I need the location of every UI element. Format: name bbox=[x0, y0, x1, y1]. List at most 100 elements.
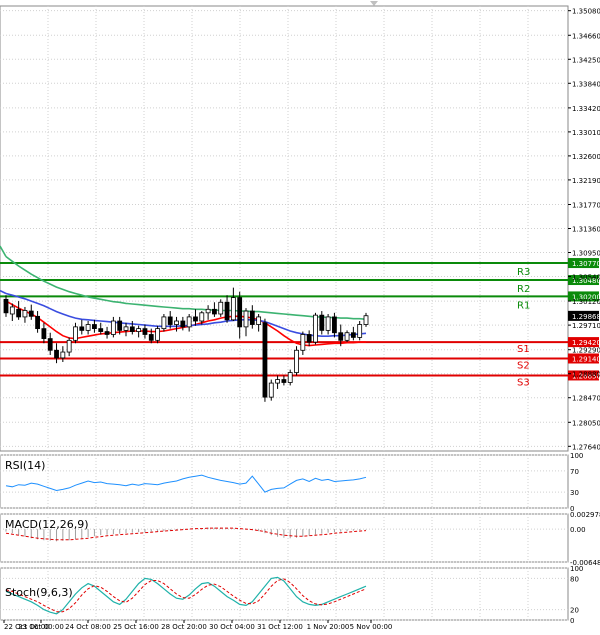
indicator-tick-label: 100 bbox=[570, 565, 583, 573]
level-price-tag-bg bbox=[568, 258, 599, 269]
candle-body bbox=[205, 308, 211, 314]
candle-body bbox=[123, 326, 129, 331]
price-tick-label: 1.28470 bbox=[572, 395, 600, 403]
candle-body bbox=[79, 326, 85, 331]
candle-body bbox=[363, 315, 369, 325]
level-label-r2: R2 bbox=[517, 284, 530, 295]
candle-body bbox=[110, 320, 116, 335]
candle-body bbox=[350, 332, 356, 338]
candle-body bbox=[193, 316, 198, 322]
candle-body bbox=[332, 316, 337, 334]
candle-body bbox=[294, 349, 299, 373]
candle-body bbox=[148, 334, 154, 341]
time-tick-label: 25 Oct 16:00 bbox=[113, 623, 159, 631]
candle-body bbox=[98, 328, 104, 332]
candle-body bbox=[306, 334, 312, 343]
level-label-s1: S1 bbox=[517, 344, 530, 355]
price-tick-label: 1.28050 bbox=[572, 419, 600, 427]
level-price-tag-bg bbox=[568, 291, 599, 302]
candle-body bbox=[167, 316, 173, 325]
candles bbox=[3, 287, 369, 402]
candle-body bbox=[136, 328, 142, 332]
candle-body bbox=[129, 326, 135, 332]
time-tick-label: 5 Nov 00:00 bbox=[350, 623, 393, 631]
level-label-r3: R3 bbox=[517, 267, 530, 278]
indicator-tick-label: 0 bbox=[570, 505, 574, 513]
indicator-frame bbox=[0, 454, 569, 509]
macd-signal-line bbox=[5, 527, 367, 541]
level-price-tag-bg bbox=[568, 275, 599, 286]
current-price-tag: 1.29868 bbox=[572, 313, 600, 321]
level-price-tag-bg bbox=[568, 370, 599, 381]
candle-body bbox=[357, 324, 363, 338]
indicator-tick-label: 20 bbox=[570, 607, 579, 615]
level-price-tag: 1.29420 bbox=[572, 339, 600, 347]
price-tick-label: 1.32190 bbox=[572, 177, 600, 185]
level-price-tag: 1.30770 bbox=[572, 260, 600, 268]
indicator-tick-label: 70 bbox=[570, 468, 579, 476]
time-tick-label: 30 Oct 04:00 bbox=[209, 623, 255, 631]
candle-body bbox=[218, 301, 224, 315]
candle-body bbox=[256, 316, 262, 325]
indicator-panes: 100 70 30 0 RSI(14) 0.002978 0.00 -0.006481 MACD… bbox=[0, 452, 600, 625]
price-axis: 1.35080 1.34660 1.34250 1.33840 1.33420 1.330… bbox=[568, 8, 600, 451]
current-price-tag-bg bbox=[568, 310, 599, 321]
candle-body bbox=[338, 332, 344, 341]
candle-body bbox=[155, 328, 160, 341]
candle-body bbox=[85, 324, 91, 331]
candle-body bbox=[344, 332, 350, 341]
candle-body bbox=[161, 316, 167, 330]
price-tick-label: 1.32600 bbox=[572, 153, 600, 161]
candle-body bbox=[60, 351, 66, 359]
indicator-tick-label: 0 bbox=[570, 617, 574, 625]
moving-average-tail bbox=[0, 245, 7, 258]
price-tick-label: 1.33010 bbox=[572, 129, 600, 137]
candle-body bbox=[186, 316, 192, 328]
indicator-tick-label: 30 bbox=[570, 489, 579, 497]
moving-average-line bbox=[5, 292, 367, 338]
level-label-s2: S2 bbox=[517, 360, 530, 371]
indicator-tick-label: 0.00 bbox=[570, 526, 586, 534]
level-price-tag-bg bbox=[568, 353, 599, 364]
candle-body bbox=[199, 312, 205, 322]
indicator-frame bbox=[0, 513, 569, 563]
time-tick-label: 24 Oct 08:00 bbox=[65, 623, 111, 631]
price-tick-label: 1.34250 bbox=[572, 56, 600, 64]
indicator-tick-label: 100 bbox=[570, 452, 583, 460]
indicator-tick-label: -0.006481 bbox=[570, 559, 600, 567]
candle-body bbox=[47, 338, 53, 351]
candle-body bbox=[237, 297, 243, 328]
level-price-tag: 1.28850 bbox=[572, 372, 600, 380]
indicator-frame bbox=[0, 567, 569, 621]
indicator-tick-label: 80 bbox=[570, 575, 579, 583]
candle-body bbox=[224, 301, 230, 321]
candle-body bbox=[54, 349, 59, 359]
moving-averages bbox=[0, 245, 367, 347]
candle-body bbox=[142, 328, 148, 335]
price-pane: R3 1.30770 R2 1.30480 R1 1.30200 S1 1.29420 S2 1.… bbox=[0, 5, 600, 452]
candle-body bbox=[313, 314, 318, 343]
candle-body bbox=[66, 339, 72, 353]
chart-shift-marker[interactable] bbox=[370, 1, 378, 6]
candle-body bbox=[3, 298, 9, 314]
moving-average-line bbox=[5, 300, 366, 347]
candle-body bbox=[275, 379, 280, 384]
price-tick-label: 1.33420 bbox=[572, 105, 600, 113]
price-tick-label: 1.27640 bbox=[572, 443, 600, 451]
candle-body bbox=[325, 316, 331, 331]
candle-body bbox=[117, 320, 123, 331]
price-tick-label: 1.29290 bbox=[572, 347, 600, 355]
candle-body bbox=[249, 310, 255, 325]
price-tick-label: 1.28880 bbox=[572, 371, 600, 379]
candle-body bbox=[287, 372, 293, 383]
indicator-title: RSI(14) bbox=[5, 459, 45, 472]
candle-body bbox=[230, 297, 236, 321]
candle-body bbox=[243, 310, 249, 328]
level-price-tag: 1.30480 bbox=[572, 277, 600, 285]
stoch-signal-line bbox=[5, 578, 367, 613]
candle-body bbox=[9, 306, 15, 315]
level-price-tag: 1.30200 bbox=[572, 293, 600, 301]
candle-body bbox=[281, 379, 287, 383]
candle-body bbox=[319, 314, 325, 331]
